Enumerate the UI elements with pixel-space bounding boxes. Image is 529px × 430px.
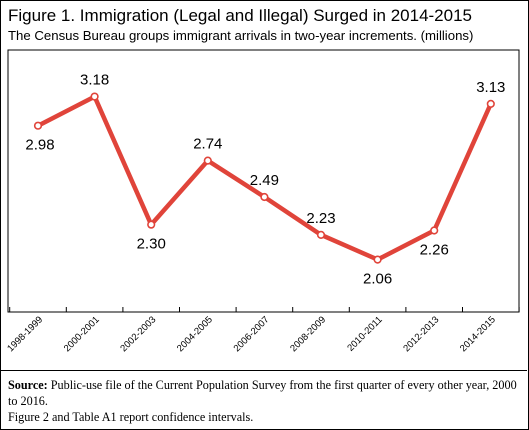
source-text: Public-use file of the Current Populatio… (8, 378, 517, 408)
footer-divider (0, 370, 527, 371)
chart-title: Figure 1. Immigration (Legal and Illegal… (8, 6, 472, 25)
chart-subtitle: The Census Bureau groups immigrant arriv… (8, 28, 474, 43)
source-label: Source: (8, 378, 48, 392)
confidence-note: Figure 2 and Table A1 report confidence … (8, 410, 254, 424)
source-note: Source: Public-use file of the Current P… (8, 377, 523, 425)
